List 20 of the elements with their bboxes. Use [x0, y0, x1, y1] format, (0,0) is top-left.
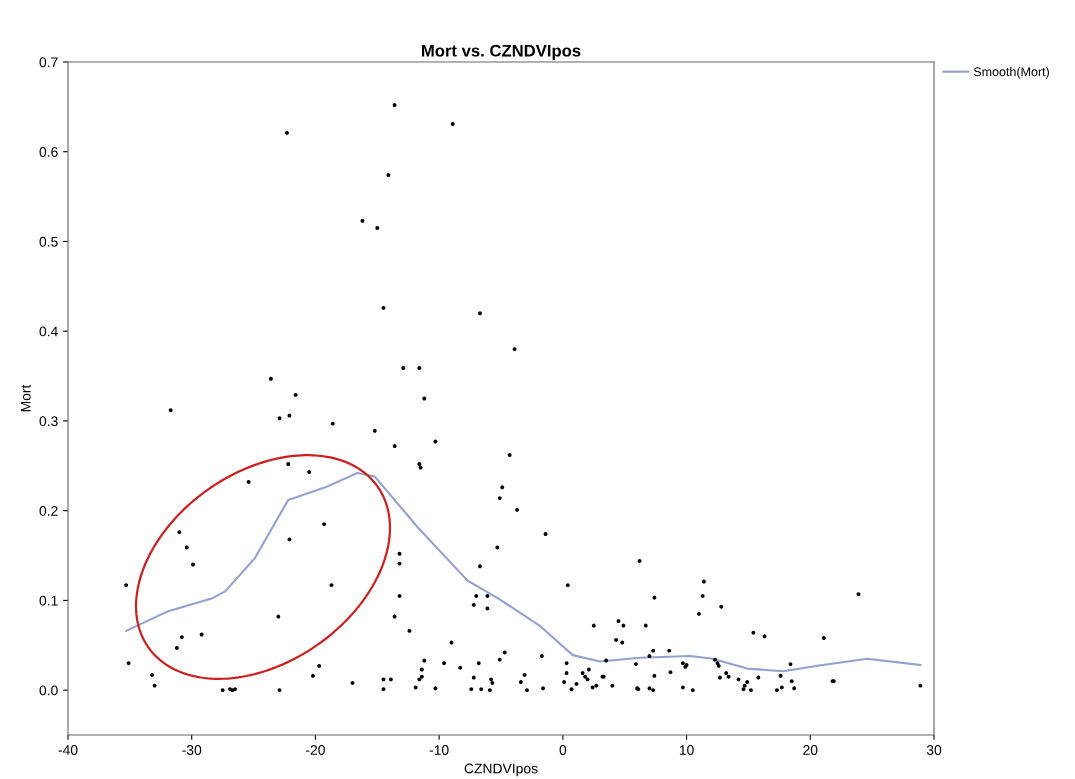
y-axis-title: Mort — [20, 384, 31, 412]
x-tick-label: -30 — [182, 745, 202, 755]
y-tick-label: 0.3 — [39, 416, 58, 427]
chart-title: Mort vs. CZNDVIpos — [422, 44, 581, 60]
y-tick-label: 0.2 — [39, 506, 58, 516]
y-tick-label: 0.6 — [39, 147, 58, 157]
x-tick-label: 30 — [926, 745, 942, 755]
y-tick-label: 0.1 — [39, 595, 58, 606]
legend-label: Smooth(Mort) — [973, 67, 1049, 79]
x-tick-label: -10 — [429, 745, 449, 755]
y-tick-label: 0.7 — [39, 57, 58, 68]
x-tick-label: 0 — [559, 745, 567, 755]
y-tick-label: 0.4 — [39, 326, 58, 337]
x-axis-title: CZNDVIpos — [464, 763, 538, 777]
x-tick-label: 20 — [803, 745, 818, 755]
y-tick-label: 0.5 — [39, 236, 58, 247]
x-tick-label: 10 — [679, 745, 694, 755]
y-tick-label: 0.0 — [39, 685, 58, 696]
x-tick-label: -40 — [58, 745, 78, 755]
x-tick-label: -20 — [306, 745, 325, 755]
